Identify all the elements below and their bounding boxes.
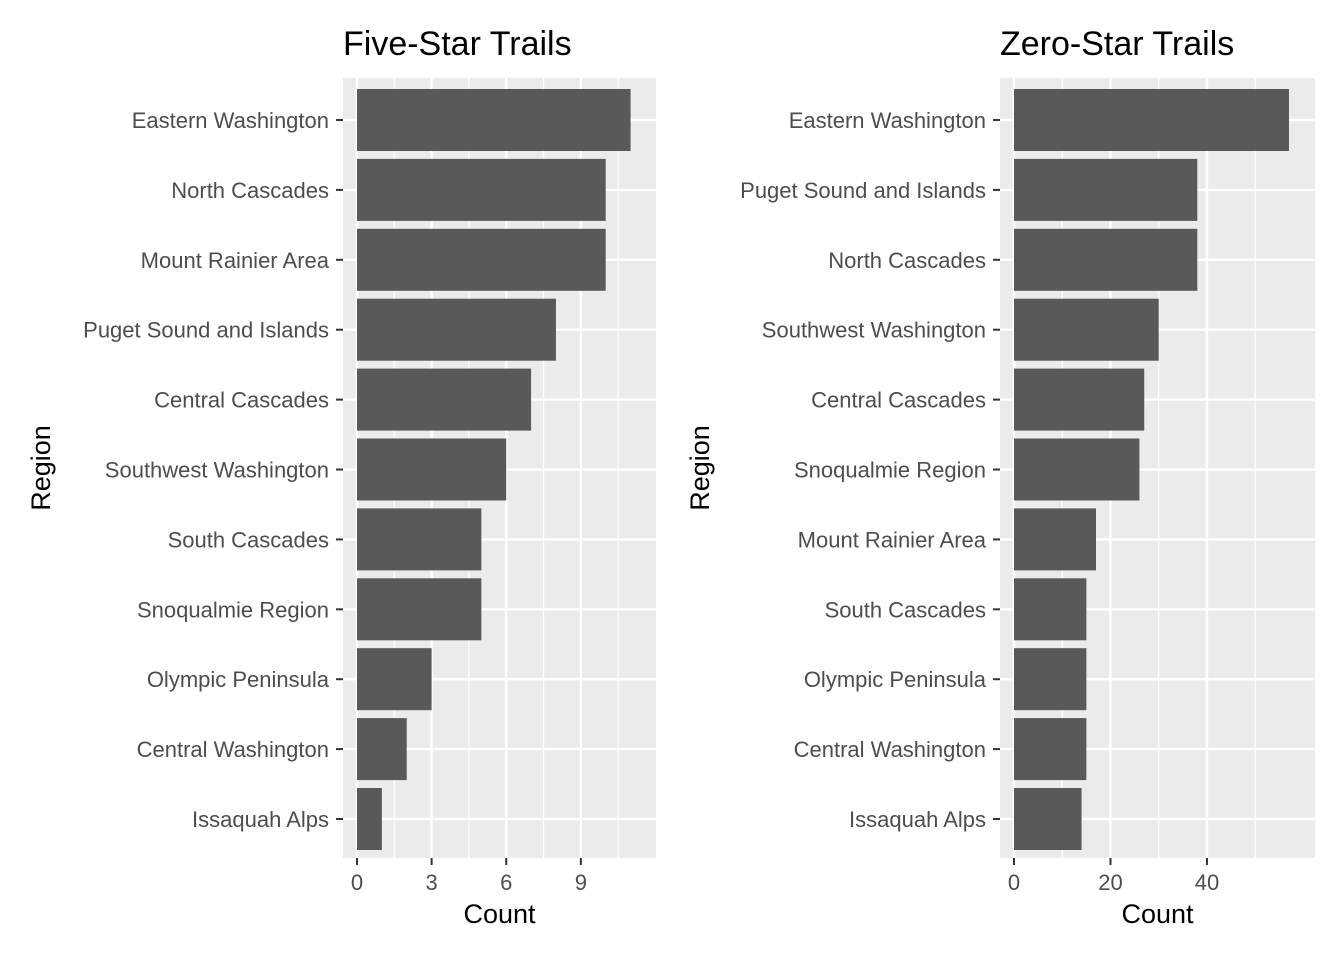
five-star-x-tick-label: 0	[351, 870, 363, 895]
zero-star-category-label: Eastern Washington	[789, 108, 986, 133]
zero-star-chart-title: Zero-Star Trails	[1000, 25, 1234, 63]
zero-star-x-tick-label: 40	[1195, 870, 1219, 895]
five-star-category-label: Snoqualmie Region	[137, 597, 329, 622]
zero-star-bar-central-cascades	[1014, 368, 1145, 431]
five-star-chart: Eastern Washington North Cascades Mount Ra…	[26, 25, 656, 929]
zero-star-category-label: Central Cascades	[811, 388, 986, 413]
five-star-bar-central-cascades	[357, 368, 532, 431]
five-star-y-axis-title: Region	[26, 425, 56, 511]
five-star-category-label: South Cascades	[168, 527, 329, 552]
zero-star-bar-mount-rainier-area	[1014, 508, 1097, 571]
zero-star-category-label: Snoqualmie Region	[794, 458, 986, 483]
zero-star-category-label: Central Washington	[794, 737, 986, 762]
five-star-bar-olympic-peninsula	[357, 648, 432, 711]
zero-star-bar-south-cascades	[1014, 578, 1087, 641]
zero-star-bar-north-cascades	[1014, 228, 1198, 291]
five-star-category-label: Mount Rainier Area	[141, 248, 330, 273]
five-star-chart-title: Five-Star Trails	[343, 25, 572, 63]
zero-star-x-axis-title: Count	[1121, 899, 1194, 929]
zero-star-category-label: South Cascades	[825, 597, 986, 622]
five-star-category-label: Puget Sound and Islands	[83, 318, 329, 343]
five-star-category-label: Issaquah Alps	[192, 807, 329, 832]
zero-star-bar-southwest-washington	[1014, 298, 1159, 361]
five-star-bar-central-washington	[357, 718, 407, 781]
five-star-bar-puget-sound-and-islands	[357, 298, 556, 361]
five-star-bar-snoqualmie-region	[357, 578, 482, 641]
five-star-x-axis-title: Count	[463, 899, 536, 929]
zero-star-category-label: Olympic Peninsula	[804, 667, 987, 692]
zero-star-bar-issaquah-alps	[1014, 788, 1082, 850]
five-star-category-label: North Cascades	[171, 178, 329, 203]
five-star-bar-eastern-washington	[357, 89, 631, 151]
zero-star-bar-central-washington	[1014, 718, 1087, 781]
five-star-category-label: Eastern Washington	[132, 108, 329, 133]
zero-star-x-tick-label: 20	[1098, 870, 1122, 895]
zero-star-bar-puget-sound-and-islands	[1014, 158, 1198, 221]
five-star-bar-southwest-washington	[357, 438, 507, 501]
five-star-x-tick-label: 3	[425, 870, 437, 895]
zero-star-category-label: Puget Sound and Islands	[740, 178, 986, 203]
five-star-x-tick-label: 9	[575, 870, 587, 895]
zero-star-x-tick-label: 0	[1008, 870, 1020, 895]
five-star-category-label: Central Cascades	[154, 388, 329, 413]
five-star-category-label: Central Washington	[137, 737, 329, 762]
five-star-category-label: Olympic Peninsula	[147, 667, 330, 692]
five-star-x-tick-label: 6	[500, 870, 512, 895]
zero-star-y-axis-title: Region	[685, 425, 715, 511]
zero-star-category-label: North Cascades	[828, 248, 986, 273]
zero-star-category-label: Mount Rainier Area	[798, 527, 987, 552]
zero-star-bar-eastern-washington	[1014, 89, 1289, 151]
zero-star-category-label: Southwest Washington	[762, 318, 986, 343]
five-star-bar-issaquah-alps	[357, 788, 382, 850]
five-star-bar-south-cascades	[357, 508, 482, 571]
five-star-bar-north-cascades	[357, 158, 606, 221]
zero-star-category-label: Issaquah Alps	[849, 807, 986, 832]
zero-star-bar-snoqualmie-region	[1014, 438, 1140, 501]
five-star-category-label: Southwest Washington	[105, 458, 329, 483]
zero-star-chart: Eastern Washington Puget Sound and Island…	[685, 25, 1315, 929]
zero-star-bar-olympic-peninsula	[1014, 648, 1087, 711]
five-star-bar-mount-rainier-area	[357, 228, 606, 291]
